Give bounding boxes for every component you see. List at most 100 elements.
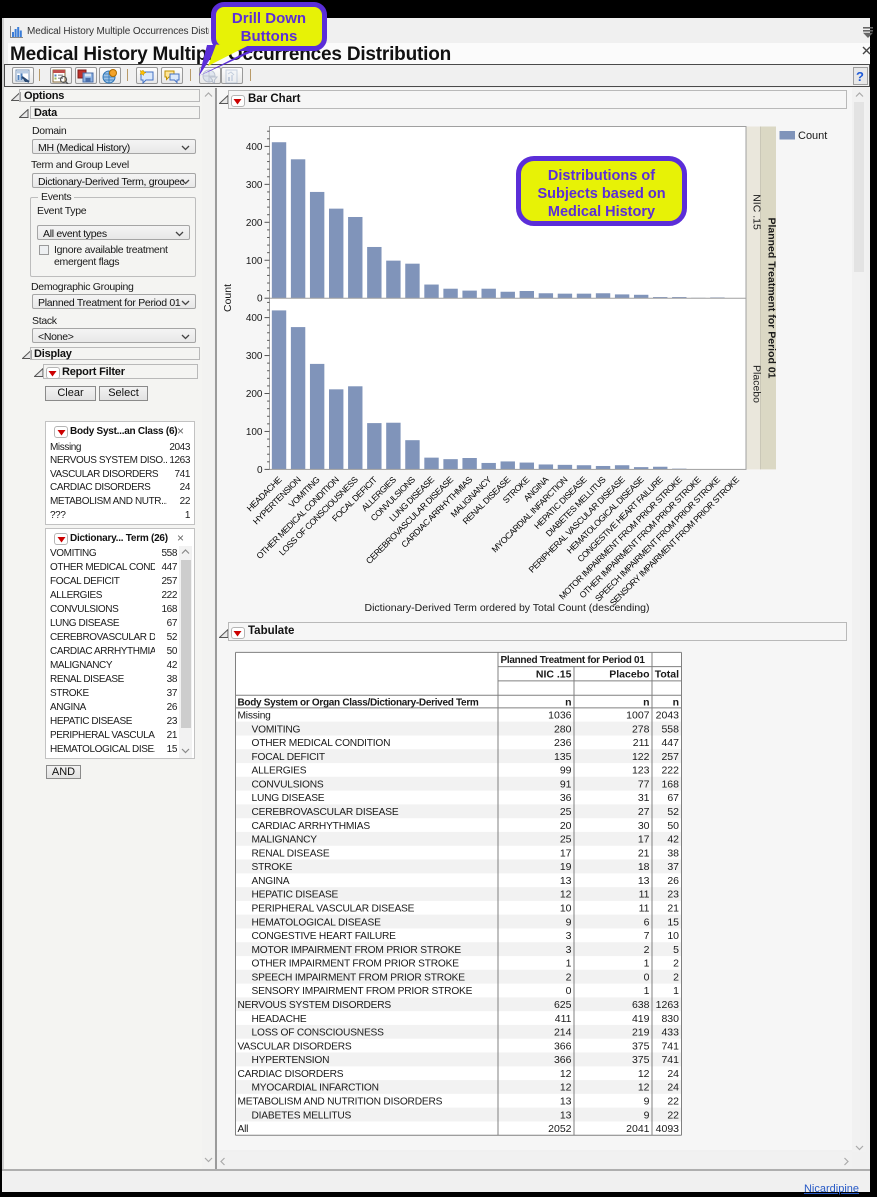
svg-text:CEREBROVASCULAR DISEASE: CEREBROVASCULAR DISEASE bbox=[252, 807, 399, 818]
svg-text:99: 99 bbox=[560, 765, 572, 777]
svg-text:CARDIAC ARRHYTHMIAS: CARDIAC ARRHYTHMIAS bbox=[252, 821, 371, 832]
svg-text:366: 366 bbox=[554, 1054, 572, 1066]
svg-text:38: 38 bbox=[667, 847, 679, 859]
svg-text:PERIPHERAL VASCULAR DISEASE: PERIPHERAL VASCULAR DISEASE bbox=[252, 903, 415, 914]
svg-text:3: 3 bbox=[566, 944, 572, 956]
svg-text:VOMITING: VOMITING bbox=[252, 724, 301, 735]
svg-text:13: 13 bbox=[638, 875, 650, 887]
svg-text:n: n bbox=[673, 696, 679, 708]
svg-text:OTHER MEDICAL CONDITION: OTHER MEDICAL CONDITION bbox=[252, 738, 391, 749]
svg-text:13: 13 bbox=[560, 875, 572, 887]
svg-text:13: 13 bbox=[560, 1095, 572, 1107]
svg-text:MALIGNANCY: MALIGNANCY bbox=[252, 835, 318, 846]
svg-text:18: 18 bbox=[638, 861, 650, 873]
svg-text:4093: 4093 bbox=[656, 1123, 680, 1135]
svg-text:26: 26 bbox=[667, 875, 679, 887]
svg-text:2: 2 bbox=[673, 958, 679, 970]
svg-text:7: 7 bbox=[644, 930, 650, 942]
svg-text:741: 741 bbox=[661, 1040, 679, 1052]
svg-text:300: 300 bbox=[246, 351, 263, 362]
svg-text:400: 400 bbox=[246, 313, 263, 324]
svg-text:24: 24 bbox=[667, 1068, 679, 1080]
svg-text:123: 123 bbox=[632, 765, 650, 777]
svg-text:27: 27 bbox=[638, 806, 650, 818]
svg-text:RENAL DISEASE: RENAL DISEASE bbox=[252, 848, 330, 859]
svg-text:22: 22 bbox=[667, 1109, 679, 1121]
svg-text:558: 558 bbox=[661, 723, 679, 735]
svg-text:Placebo: Placebo bbox=[609, 668, 649, 680]
svg-text:122: 122 bbox=[632, 751, 650, 763]
svg-text:9: 9 bbox=[644, 1109, 650, 1121]
svg-text:12: 12 bbox=[638, 1082, 650, 1094]
svg-text:638: 638 bbox=[632, 999, 650, 1011]
svg-text:37: 37 bbox=[667, 861, 679, 873]
svg-text:135: 135 bbox=[554, 751, 572, 763]
svg-text:13: 13 bbox=[560, 1109, 572, 1121]
svg-text:HYPERTENSION: HYPERTENSION bbox=[252, 1055, 330, 1066]
svg-text:2: 2 bbox=[644, 944, 650, 956]
svg-text:Count: Count bbox=[798, 130, 827, 142]
svg-text:25: 25 bbox=[560, 834, 572, 846]
svg-text:0: 0 bbox=[644, 971, 650, 983]
svg-text:31: 31 bbox=[638, 792, 650, 804]
svg-text:HEMATOLOGICAL DISEASE: HEMATOLOGICAL DISEASE bbox=[252, 917, 382, 928]
svg-text:1007: 1007 bbox=[626, 710, 650, 722]
svg-text:366: 366 bbox=[554, 1040, 572, 1052]
svg-text:1036: 1036 bbox=[548, 710, 572, 722]
svg-text:NIC .15: NIC .15 bbox=[751, 194, 763, 230]
svg-text:830: 830 bbox=[661, 1013, 679, 1025]
svg-text:12: 12 bbox=[560, 1082, 572, 1094]
svg-text:52: 52 bbox=[667, 806, 679, 818]
svg-text:11: 11 bbox=[639, 889, 650, 901]
svg-text:NERVOUS SYSTEM DISORDERS: NERVOUS SYSTEM DISORDERS bbox=[238, 1000, 392, 1011]
svg-text:Planned Treatment for Period 0: Planned Treatment for Period 01 bbox=[501, 655, 646, 666]
svg-text:2043: 2043 bbox=[656, 710, 680, 722]
svg-text:Dictionary-Derived Term ordere: Dictionary-Derived Term ordered by Total… bbox=[365, 602, 650, 614]
svg-text:11: 11 bbox=[639, 902, 650, 914]
svg-text:Placebo: Placebo bbox=[751, 365, 763, 403]
svg-text:0: 0 bbox=[257, 465, 263, 476]
svg-text:2: 2 bbox=[673, 971, 679, 983]
svg-text:375: 375 bbox=[632, 1054, 650, 1066]
svg-text:1: 1 bbox=[644, 958, 650, 970]
svg-text:91: 91 bbox=[560, 778, 572, 790]
svg-text:22: 22 bbox=[667, 1095, 679, 1107]
svg-text:12: 12 bbox=[560, 889, 572, 901]
svg-text:OTHER IMPAIRMENT FROM PRIOR ST: OTHER IMPAIRMENT FROM PRIOR STROKE bbox=[252, 959, 460, 970]
svg-text:236: 236 bbox=[554, 737, 572, 749]
svg-text:219: 219 bbox=[632, 1027, 650, 1039]
svg-text:1: 1 bbox=[673, 985, 679, 997]
svg-text:67: 67 bbox=[667, 792, 679, 804]
svg-text:3: 3 bbox=[566, 930, 572, 942]
svg-text:VASCULAR DISORDERS: VASCULAR DISORDERS bbox=[238, 1041, 352, 1052]
svg-text:LOSS OF CONSCIOUSNESS: LOSS OF CONSCIOUSNESS bbox=[252, 1028, 385, 1039]
svg-text:FOCAL DEFICIT: FOCAL DEFICIT bbox=[252, 752, 325, 763]
svg-text:ANGINA: ANGINA bbox=[252, 876, 290, 887]
svg-text:Body System or Organ Class/Dic: Body System or Organ Class/Dictionary-De… bbox=[238, 697, 479, 708]
svg-text:ALLERGIES: ALLERGIES bbox=[252, 766, 307, 777]
svg-text:280: 280 bbox=[554, 723, 572, 735]
svg-text:6: 6 bbox=[644, 916, 650, 928]
svg-text:DIABETES MELLITUS: DIABETES MELLITUS bbox=[252, 1110, 352, 1121]
svg-text:MYOCARDIAL INFARCTION: MYOCARDIAL INFARCTION bbox=[252, 1083, 379, 1094]
svg-text:214: 214 bbox=[554, 1027, 572, 1039]
svg-text:n: n bbox=[643, 696, 649, 708]
svg-text:1: 1 bbox=[644, 985, 650, 997]
svg-text:CONVULSIONS: CONVULSIONS bbox=[252, 779, 324, 790]
svg-text:12: 12 bbox=[638, 1068, 650, 1080]
svg-text:NIC .15: NIC .15 bbox=[536, 668, 572, 680]
svg-text:77: 77 bbox=[638, 778, 650, 790]
svg-text:Count: Count bbox=[222, 284, 234, 312]
svg-text:300: 300 bbox=[246, 180, 263, 191]
svg-text:23: 23 bbox=[667, 889, 679, 901]
svg-text:100: 100 bbox=[246, 427, 263, 438]
svg-text:741: 741 bbox=[661, 1054, 679, 1066]
svg-text:Total: Total bbox=[655, 668, 679, 680]
svg-text:Planned Treatment for Period 0: Planned Treatment for Period 01 bbox=[766, 217, 778, 378]
svg-text:419: 419 bbox=[632, 1013, 650, 1025]
svg-text:SENSORY IMPAIRMENT FROM PRIOR: SENSORY IMPAIRMENT FROM PRIOR STROKE bbox=[252, 986, 473, 997]
svg-text:17: 17 bbox=[560, 847, 572, 859]
svg-text:0: 0 bbox=[257, 294, 263, 305]
svg-text:9: 9 bbox=[644, 1095, 650, 1107]
svg-text:2052: 2052 bbox=[548, 1123, 572, 1135]
